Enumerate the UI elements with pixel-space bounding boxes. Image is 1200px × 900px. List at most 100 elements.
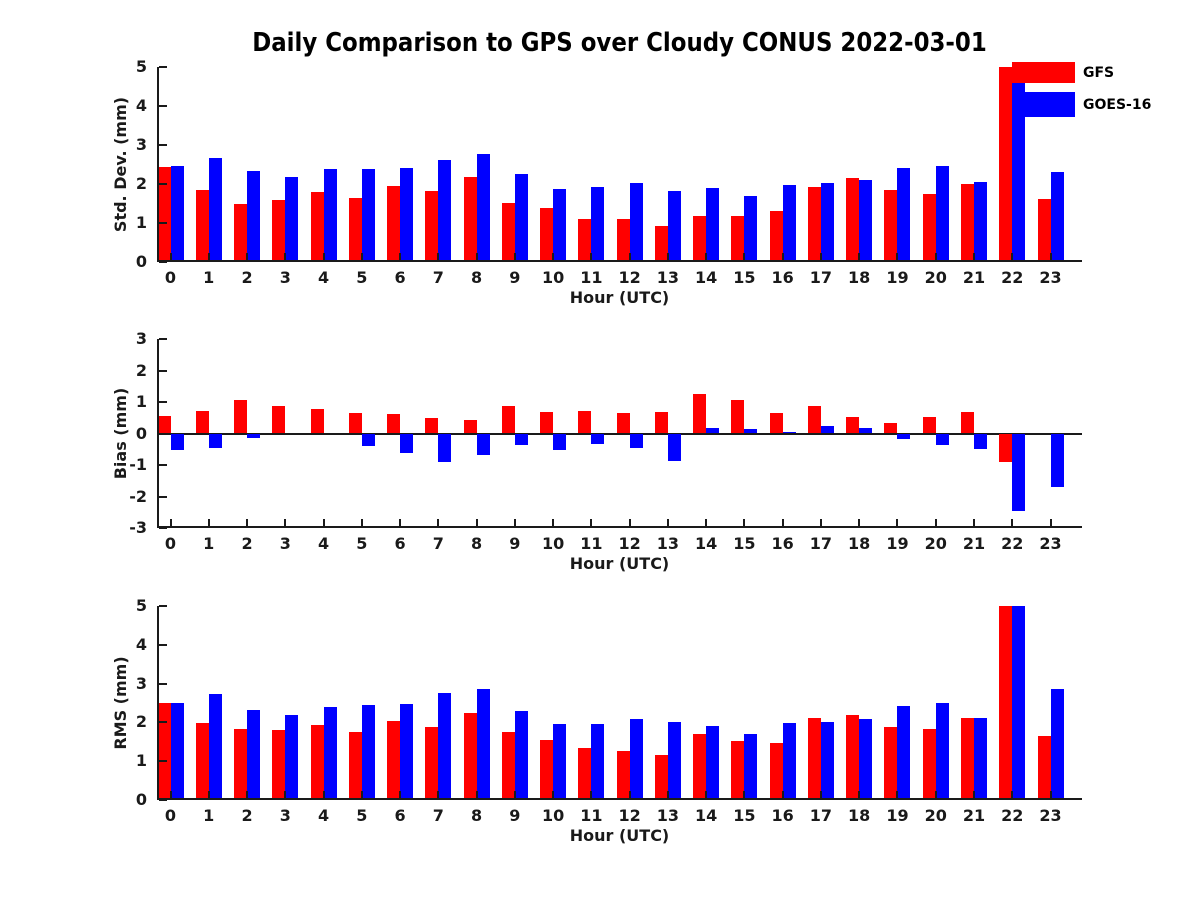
x-tick-label: 9 — [509, 534, 521, 553]
x-tick-label: 4 — [317, 806, 330, 825]
x-tick-label: 7 — [432, 534, 444, 553]
bar-goes-16-h23 — [1050, 171, 1064, 262]
x-tick — [437, 253, 440, 260]
x-tick-label: 14 — [695, 268, 718, 287]
bar-goes-16-h13 — [667, 191, 681, 262]
bar-goes-16-h17 — [820, 722, 834, 800]
y-tick-label: 4 — [135, 634, 147, 654]
x-tick — [1049, 519, 1052, 526]
x-tick-label: 0 — [164, 806, 177, 825]
x-tick-label: 17 — [809, 534, 833, 553]
x-tick-label: 18 — [848, 268, 871, 287]
x-tick — [858, 519, 861, 526]
bar-goes-16-h20 — [935, 166, 949, 262]
x-tick — [819, 519, 822, 526]
bar-goes-16-h20 — [935, 433, 949, 446]
bar-gfs-h0 — [157, 166, 171, 262]
x-tick-label: 13 — [656, 806, 680, 825]
bar-goes-16-h10 — [553, 433, 567, 450]
y-axis-line — [157, 339, 159, 528]
bar-goes-16-h11 — [591, 433, 605, 445]
x-tick-label: 4 — [317, 534, 330, 553]
y-tick — [159, 183, 167, 185]
y-tick-label: 4 — [135, 96, 147, 115]
y-tick-label: 0 — [135, 252, 147, 271]
bar-gfs-h7 — [425, 190, 439, 262]
bar-goes-16-h2 — [247, 171, 261, 262]
x-tick-label: 7 — [432, 268, 444, 287]
bar-goes-16-h19 — [897, 706, 911, 800]
x-tick-label: 17 — [809, 268, 833, 287]
bar-goes-16-h12 — [629, 719, 643, 800]
bar-gfs-h22 — [999, 433, 1013, 463]
x-tick — [781, 253, 784, 260]
zero-line — [157, 432, 1082, 435]
bar-gfs-h10 — [540, 208, 554, 262]
x-tick — [666, 791, 669, 798]
x-tick — [781, 791, 784, 798]
legend-label-goes16: GOES-16 — [1083, 97, 1152, 113]
bar-goes-16-h11 — [591, 186, 605, 262]
bar-goes-16-h11 — [591, 723, 605, 800]
x-tick-label: 3 — [279, 534, 291, 553]
bar-gfs-h3 — [272, 405, 286, 434]
x-tick-label: 19 — [886, 806, 909, 825]
bar-goes-16-h1 — [208, 694, 222, 800]
x-tick-label: 1 — [203, 534, 215, 553]
bar-goes-16-h5 — [361, 433, 375, 446]
bar-gfs-h18 — [846, 178, 860, 262]
bar-gfs-h12 — [616, 412, 630, 434]
bar-gfs-h15 — [731, 400, 745, 434]
x-tick — [284, 791, 287, 798]
bar-goes-16-h9 — [514, 173, 528, 262]
x-tick — [666, 519, 669, 526]
x-tick-label: 13 — [656, 534, 680, 553]
bar-gfs-h21 — [960, 184, 974, 262]
x-axis-line — [157, 260, 1082, 262]
x-tick-label: 9 — [509, 268, 521, 287]
bar-goes-16-h23 — [1050, 689, 1064, 800]
bar-gfs-h7 — [425, 727, 439, 800]
x-tick — [552, 519, 555, 526]
y-tick — [159, 682, 167, 685]
x-tick-label: 5 — [356, 268, 368, 287]
bar-gfs-h18 — [846, 417, 860, 434]
bar-goes-16-h14 — [706, 187, 720, 262]
figure-title: Daily Comparison to GPS over Cloudy CONU… — [252, 28, 987, 58]
x-tick-label: 23 — [1039, 806, 1062, 825]
x-tick — [743, 253, 746, 260]
bar-gfs-h5 — [348, 197, 362, 262]
x-tick — [399, 253, 402, 260]
bar-goes-16-h20 — [935, 703, 949, 800]
bar-goes-16-h22 — [1012, 433, 1026, 511]
x-tick — [590, 519, 593, 526]
x-tick — [705, 519, 708, 526]
x-tick — [475, 253, 478, 260]
bar-gfs-h22 — [999, 606, 1013, 800]
x-tick-label: 16 — [771, 806, 794, 825]
x-tick — [934, 253, 937, 260]
bar-goes-16-h22 — [1012, 68, 1026, 262]
bar-gfs-h20 — [922, 417, 936, 434]
x-axis-title: Hour (UTC) — [569, 288, 670, 307]
bar-gfs-h6 — [387, 185, 401, 262]
bar-gfs-h14 — [693, 216, 707, 262]
x-tick-label: 8 — [471, 268, 483, 287]
x-tick-label: 1 — [203, 268, 215, 287]
bar-gfs-h6 — [387, 721, 401, 800]
bar-gfs-h9 — [501, 405, 515, 434]
x-tick — [475, 791, 478, 798]
bar-gfs-h21 — [960, 717, 974, 800]
x-tick — [666, 253, 669, 260]
x-tick-label: 5 — [356, 806, 368, 825]
y-tick-label: 5 — [135, 596, 147, 615]
bar-gfs-h9 — [501, 732, 515, 800]
y-tick — [159, 401, 167, 403]
x-tick-label: 15 — [733, 534, 756, 553]
bar-goes-16-h5 — [361, 705, 375, 800]
bar-goes-16-h9 — [514, 433, 528, 445]
bar-gfs-h18 — [846, 714, 860, 800]
x-axis-line — [157, 798, 1082, 800]
x-tick-label: 6 — [394, 534, 406, 553]
bar-goes-16-h21 — [973, 182, 987, 262]
